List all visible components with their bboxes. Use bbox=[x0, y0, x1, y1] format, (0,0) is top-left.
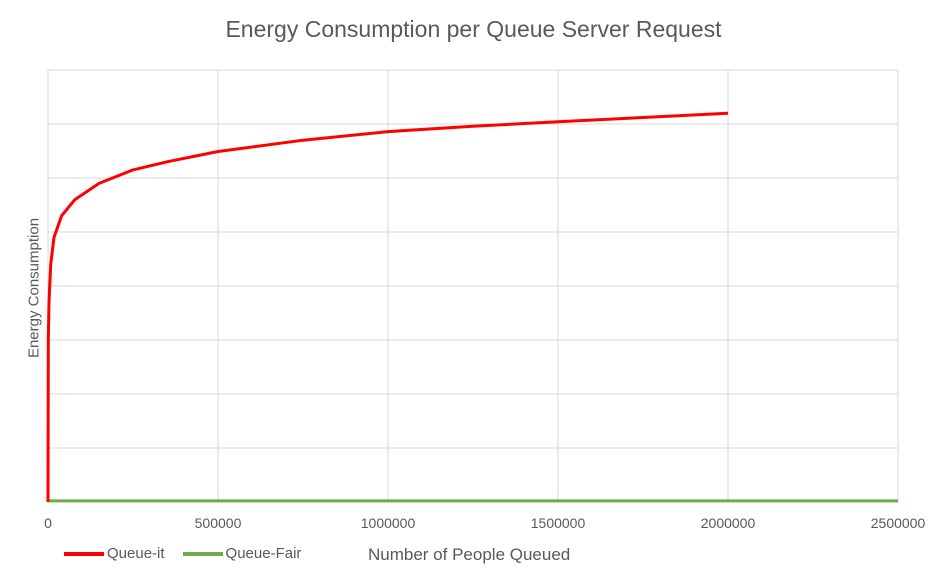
x-tick-label: 1000000 bbox=[360, 515, 416, 531]
series-lines bbox=[46, 111, 898, 503]
legend-item-queue-it: Queue-it bbox=[64, 545, 165, 562]
legend-item-queue-fair: Queue-Fair bbox=[182, 545, 302, 562]
legend-label: Queue-Fair bbox=[225, 545, 302, 562]
legend-label: Queue-it bbox=[107, 545, 165, 562]
x-tick-label: 500000 bbox=[194, 515, 242, 531]
x-tick-label: 2500000 bbox=[870, 515, 926, 531]
x-tick-label: 0 bbox=[44, 515, 52, 531]
gridlines bbox=[47, 69, 899, 503]
legend-swatch-queue-it bbox=[64, 551, 104, 556]
x-tick-label: 2000000 bbox=[700, 515, 756, 531]
legend-swatch-queue-fair bbox=[182, 551, 223, 556]
x-tick-label: 1500000 bbox=[530, 515, 586, 531]
series-line-queue-it bbox=[46, 111, 729, 503]
legend: Queue-it Queue-Fair bbox=[64, 545, 319, 562]
x-axis-label: Number of People Queued bbox=[368, 545, 571, 564]
chart-title: Energy Consumption per Queue Server Requ… bbox=[225, 16, 722, 42]
